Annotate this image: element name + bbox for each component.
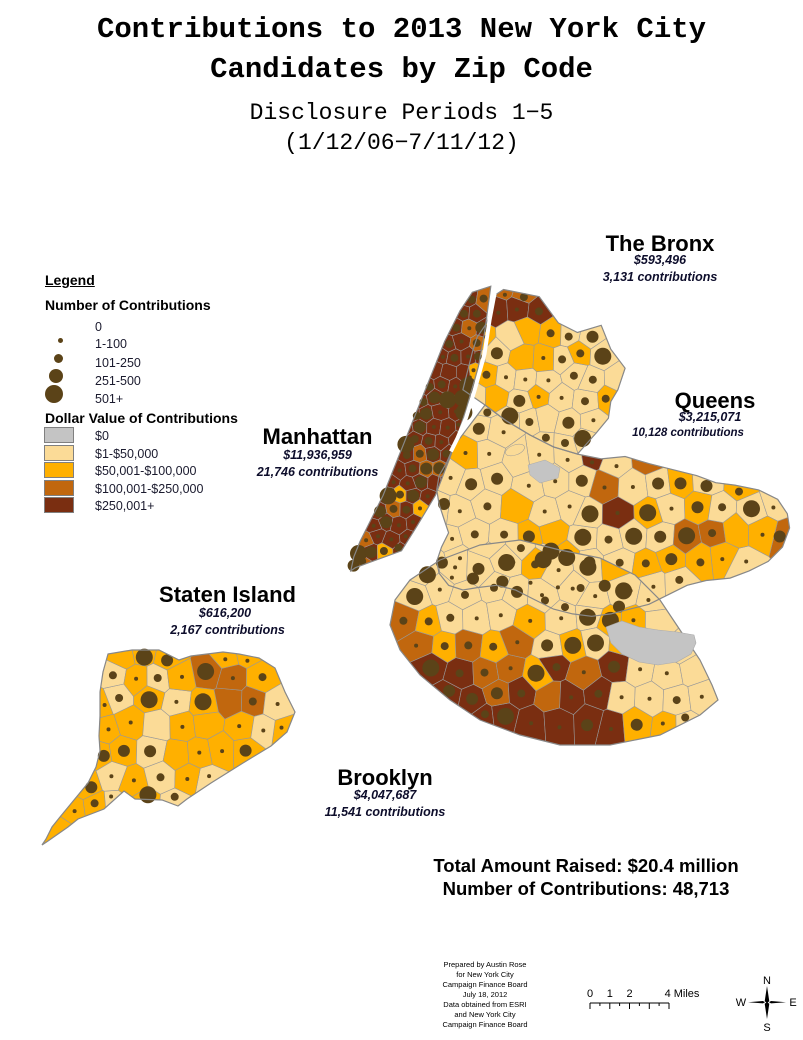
svg-text:E: E [789, 997, 796, 1009]
svg-text:0: 0 [587, 988, 593, 1000]
svg-text:N: N [763, 975, 771, 987]
svg-text:4 Miles: 4 Miles [665, 988, 700, 1000]
svg-text:S: S [763, 1022, 770, 1034]
svg-text:2: 2 [626, 988, 632, 1000]
svg-text:1: 1 [607, 988, 613, 1000]
svg-text:W: W [736, 997, 747, 1009]
